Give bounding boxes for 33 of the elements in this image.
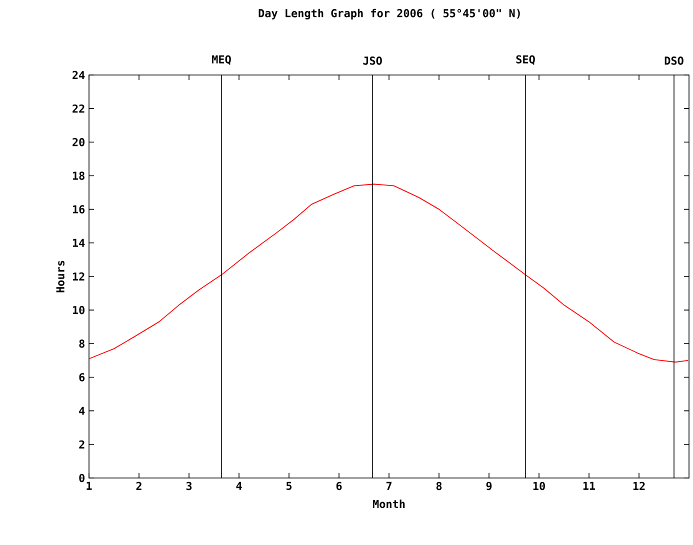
y-tick-label: 14 xyxy=(72,238,85,247)
ref-line-label: MEQ xyxy=(212,55,231,65)
x-tick-label: 6 xyxy=(336,482,342,490)
y-tick-label: 20 xyxy=(72,138,84,146)
x-tick-label: 3 xyxy=(186,482,192,490)
y-tick-label: 2 xyxy=(79,440,84,448)
y-tick-label: 8 xyxy=(79,340,84,348)
y-tick-label: 12 xyxy=(72,272,84,281)
y-axis-title: Hours xyxy=(56,260,64,292)
y-tick-label: 10 xyxy=(72,306,84,314)
x-tick-label: 4 xyxy=(236,482,242,490)
x-axis-title: Month xyxy=(372,500,405,508)
y-tick-label: 4 xyxy=(79,406,85,415)
x-tick-label: 8 xyxy=(436,482,442,490)
ref-line-label: JSO xyxy=(363,56,382,65)
ref-line-label: SEQ xyxy=(516,55,535,65)
x-tick-label: 2 xyxy=(136,482,142,490)
y-tick-label: 22 xyxy=(72,104,84,113)
x-tick-label: 9 xyxy=(486,482,492,490)
y-tick-label: 24 xyxy=(72,70,85,80)
x-tick-label: 7 xyxy=(386,482,392,490)
line-series xyxy=(88,184,688,363)
ref-line-label: DSO xyxy=(664,56,684,65)
x-tick-label: 11 xyxy=(583,482,596,490)
y-tick-label: 0 xyxy=(79,474,84,482)
x-tick-label: 12 xyxy=(633,482,645,490)
x-tick-label: 1 xyxy=(86,482,92,490)
y-tick-label: 6 xyxy=(79,373,85,382)
y-tick-label: 18 xyxy=(72,172,84,180)
y-tick-label: 16 xyxy=(72,205,85,214)
x-tick-label: 10 xyxy=(533,482,545,490)
x-tick-label: 5 xyxy=(286,482,292,490)
chart-title: Day Length Graph for 2006 ( 55°45'00" N) xyxy=(258,8,520,20)
